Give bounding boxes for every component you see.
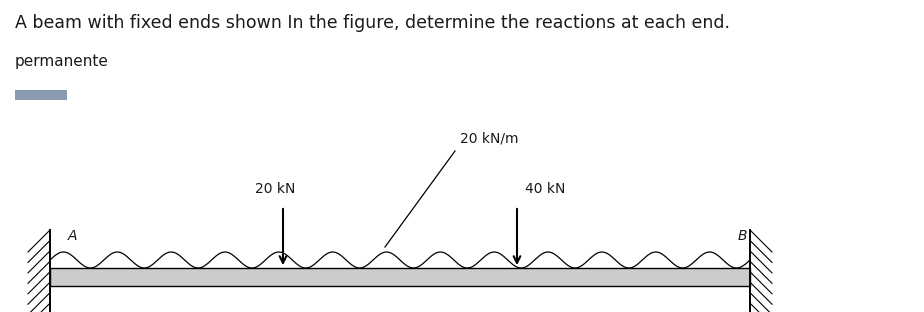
Text: permanente: permanente [15, 54, 109, 69]
Text: B: B [738, 229, 748, 243]
Text: 40 kN: 40 kN [525, 182, 565, 196]
Bar [15, 90, 67, 100]
Text: A beam with fixed ends shown In the figure, determine the reactions at each end.: A beam with fixed ends shown In the figu… [15, 14, 730, 32]
Text: A: A [68, 229, 78, 243]
Text: 20 kN: 20 kN [255, 182, 296, 196]
Bar [50, 268, 750, 286]
Text: 20 kN/m: 20 kN/m [460, 132, 518, 146]
